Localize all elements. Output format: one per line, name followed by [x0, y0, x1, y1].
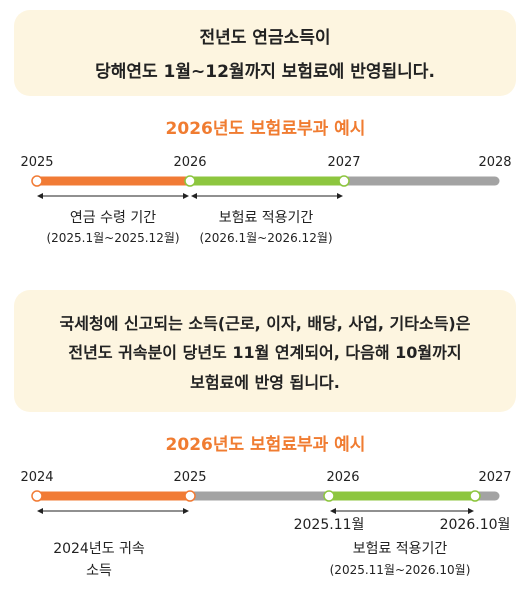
info-box-pension: 전년도 연금소득이 당해연도 1월~12월까지 보험료에 반영됩니다. [14, 10, 516, 96]
timeline-marker [338, 175, 350, 187]
year-label: 2026 [173, 155, 206, 170]
arrow-right-icon [468, 508, 474, 514]
year-label: 2026 [326, 470, 359, 485]
timeline-marker [323, 490, 335, 502]
point-label: 2025.11월 [294, 517, 365, 533]
section-title: 2026년도 보험료부과 예시 [165, 435, 366, 455]
span-label: 보험료 적용기간 [353, 541, 448, 557]
info-text-line: 국세청에 신고되는 소득(근로, 이자, 배당, 사업, 기타소득)은 [59, 314, 471, 333]
info-text-line: 전년도 귀속분이 당년도 11월 연계되어, 다음해 10월까지 [68, 343, 462, 362]
section-title: 2026년도 보험료부과 예시 [165, 119, 366, 139]
span-label: 연금 수령 기간 [70, 210, 156, 226]
year-label: 2025 [173, 470, 206, 485]
timeline-pension: 2025 2026 2027 2028 연금 수령 기간 (2025.1월~20… [20, 155, 511, 245]
span-label: 소득 [86, 563, 112, 579]
span-sublabel: (2025.1월~2025.12월) [46, 231, 179, 245]
info-box-income: 국세청에 신고되는 소득(근로, 이자, 배당, 사업, 기타소득)은 전년도 … [14, 290, 516, 412]
year-label: 2027 [327, 155, 360, 170]
timeline-marker [31, 490, 43, 502]
year-label: 2028 [478, 155, 511, 170]
arrow-right-icon [183, 193, 189, 199]
timeline-marker [184, 490, 196, 502]
year-label: 2027 [478, 470, 511, 485]
arrow-right-icon [183, 508, 189, 514]
point-label: 2026.10월 [440, 517, 511, 533]
arrow-right-icon [337, 193, 343, 199]
span-label: 보험료 적용기간 [219, 210, 314, 226]
span-sublabel: (2025.11월~2026.10월) [330, 563, 471, 577]
info-text-line: 보험료에 반영 됩니다. [190, 373, 340, 392]
arrow-left-icon [37, 193, 43, 199]
info-text-line: 당해연도 1월~12월까지 보험료에 반영됩니다. [95, 62, 435, 82]
span-label: 2024년도 귀속 [53, 541, 145, 557]
span-sublabel: (2026.1월~2026.12월) [199, 231, 332, 245]
arrow-left-icon [37, 508, 43, 514]
year-label: 2025 [20, 155, 53, 170]
timeline-income: 2024 2025 2026 2027 2025.11월 2026.10월 20… [20, 470, 511, 579]
year-label: 2024 [20, 470, 53, 485]
arrow-left-icon [330, 508, 336, 514]
info-text-line: 전년도 연금소득이 [199, 28, 331, 48]
timeline-marker [184, 175, 196, 187]
arrow-left-icon [191, 193, 197, 199]
timeline-marker [469, 490, 481, 502]
timeline-marker [31, 175, 43, 187]
